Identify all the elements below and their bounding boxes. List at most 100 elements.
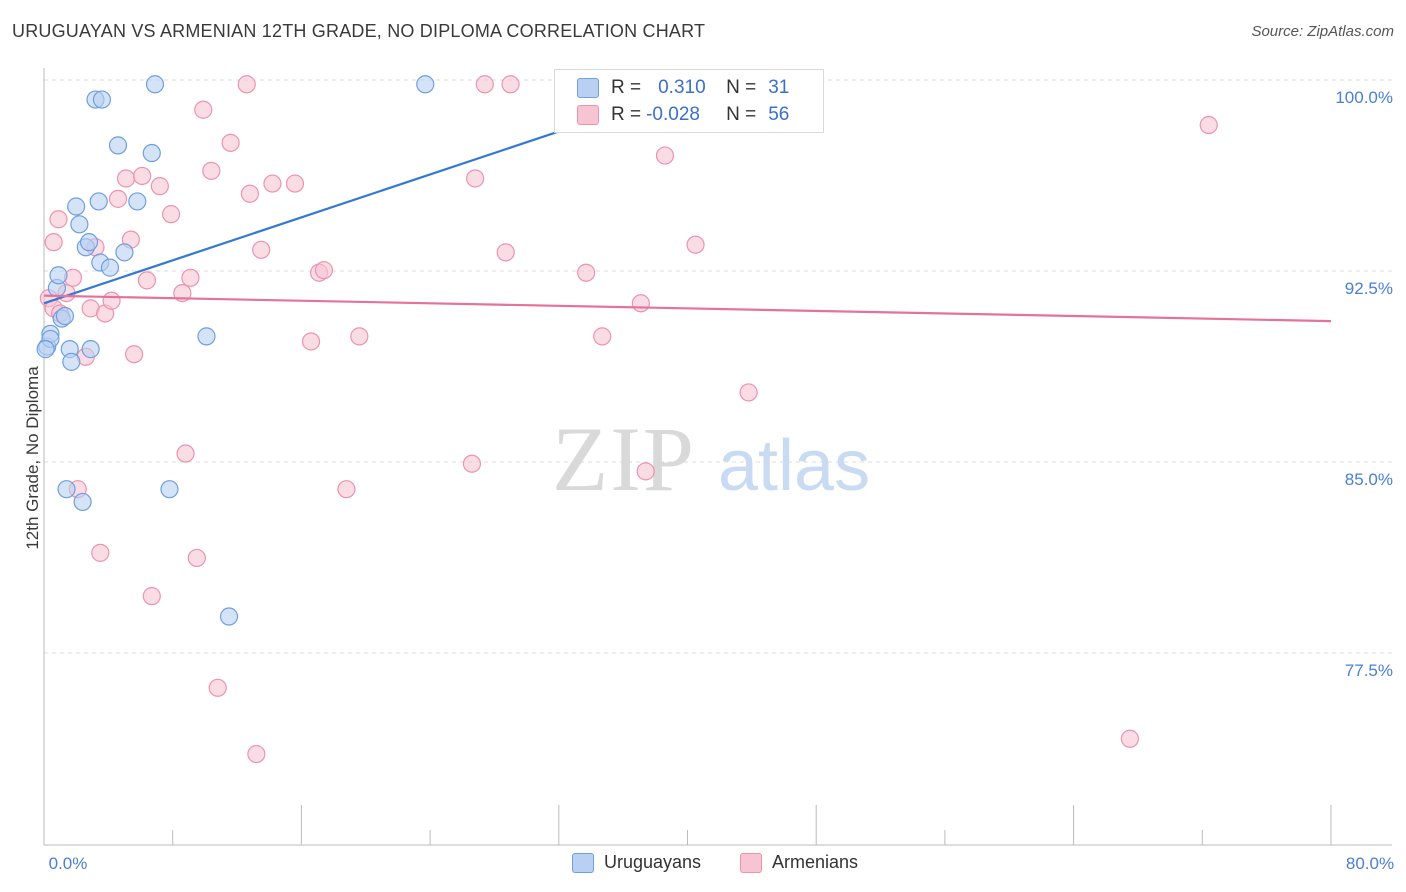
armenian-point [176,444,195,463]
armenian-point [237,75,256,94]
uruguayan-legend-label: Uruguayans [604,852,702,872]
legend-r-value: -0.028 [646,104,700,125]
legend-row-uruguayans: R = 0.310 N = 31 [555,75,789,101]
armenian-point [124,345,144,364]
legend-r-value: 0.310 [658,77,706,98]
watermark-zip: ZIP [552,408,696,510]
armenian-point [181,268,200,287]
armenian-swatch [577,105,599,125]
armenian-points [39,75,1218,764]
uruguayan-points [36,75,435,626]
y-tick-labels: 100.0% 92.5% 85.0% 77.5% [1335,88,1393,680]
armenian-point [686,235,705,254]
legend-r-label: R = [611,104,642,125]
uruguayan-point [219,607,239,626]
armenian-point [202,161,221,180]
grid-layer [44,79,1392,654]
armenian-point [161,205,181,224]
armenian-point [187,548,206,568]
uruguayan-point [49,266,68,285]
armenian-point [285,174,305,193]
armenian-point [739,383,758,402]
armenian-point [150,177,169,196]
watermark-atlas: atlas [718,426,870,506]
uruguayan-point [128,192,147,211]
legend-n-label: N = [726,77,757,98]
uruguayan-swatch [577,78,599,98]
armenian-legend-swatch [740,852,762,873]
armenian-point [263,174,282,193]
x-tick-max: 80.0% [1346,854,1394,873]
uruguayan-point [55,306,75,326]
armenian-point [496,243,515,262]
uruguayan-point [36,340,55,359]
armenian-point [337,480,356,499]
armenian-point [631,294,650,313]
uruguayan-point [115,243,134,262]
y-tick-label: 92.5% [1345,279,1393,298]
uruguayan-point [81,340,100,359]
armenian-point [636,462,655,481]
armenian-point [137,271,157,290]
armenian-point [655,146,675,165]
armenian-point [49,210,68,229]
uruguayan-point [67,197,86,216]
armenian-point [593,327,612,346]
uruguayan-point [92,90,112,109]
uruguayan-point [70,215,89,234]
uruguayan-point [73,492,92,512]
armenian-point [116,169,136,188]
armenian-point [102,291,121,310]
armenian-point [133,166,152,186]
armenian-point [475,75,494,94]
armenian-point [240,184,260,203]
legend-row-armenians: R = -0.028 N = 56 [555,102,789,128]
armenian-point [350,327,369,346]
armenian-point [462,454,482,473]
legend-r-label: R = [611,77,642,98]
armenian-point [577,263,596,282]
armenian-point [466,169,485,188]
uruguayan-legend-swatch [572,852,594,873]
uruguayan-point [108,136,128,155]
y-axis-label: 12th Grade, No Diploma [23,366,42,550]
armenian-point [108,189,128,208]
axis-layer [43,68,1392,846]
armenian-point [301,332,321,351]
uruguayan-point [142,143,161,163]
armenian-point [44,233,63,252]
correlation-legend: R = 0.310 N = 31 R = -0.028 N = 56 [554,69,824,133]
uruguayan-point [160,480,179,499]
source-label: Source: ZipAtlas.com [1251,23,1394,40]
uruguayan-point [197,327,216,346]
uruguayan-point [57,480,76,499]
armenian-trend-line [43,294,1332,323]
legend-n-label: N = [726,104,757,125]
armenian-point [208,678,227,697]
legend-n-value: 56 [768,104,790,125]
armenian-point [91,543,110,562]
bottom-legend-uruguayans: Uruguayans [572,852,701,873]
armenian-legend-label: Armenians [772,852,859,872]
armenian-point [1199,115,1218,135]
armenian-point [252,240,271,259]
x-tick-min: 0.0% [49,854,88,873]
armenian-point [194,100,213,119]
uruguayan-point [89,192,108,211]
y-tick-label: 100.0% [1335,88,1393,107]
uruguayan-point [62,352,81,371]
y-tick-label: 85.0% [1345,470,1393,489]
armenian-point [221,133,240,152]
legend-n-value: 31 [768,77,790,98]
watermark: ZIP atlas [552,408,870,510]
uruguayan-point [100,258,120,277]
armenian-point [142,587,161,606]
uruguayan-point [79,233,99,252]
armenian-point [247,744,266,764]
bottom-legend-armenians: Armenians [740,852,858,873]
armenian-point [501,75,520,94]
armenian-point [314,261,334,280]
uruguayan-point [416,75,435,94]
chart-title: URUGUAYAN VS ARMENIAN 12TH GRADE, NO DIP… [12,21,706,41]
